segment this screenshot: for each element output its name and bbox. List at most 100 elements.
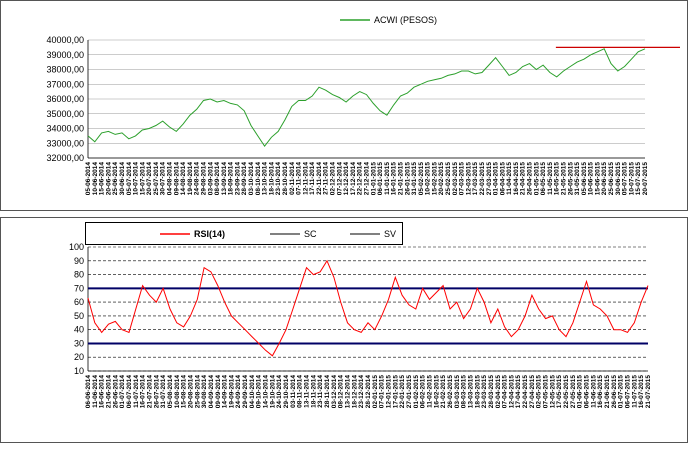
x-tick-label: 05-07-2015 [622,162,629,196]
x-tick-label: 30-07-2014 [160,162,167,196]
x-tick-label: 28-11-2014 [324,375,331,408]
y-tick-label: 35000,00 [46,109,84,119]
x-tick-label: 12-12-2014 [343,162,350,196]
x-tick-label: 10-02-2015 [425,162,432,196]
x-tick-label: 23-10-2014 [275,162,282,196]
x-tick-label: 12-11-2014 [302,162,309,195]
x-tick-label: 30-06-2015 [615,162,622,196]
x-tick-label: 14-10-2014 [263,375,270,409]
y-tick-label: 40000,00 [46,35,84,45]
x-tick-label: 13-03-2015 [467,375,474,409]
x-tick-label: 26-04-2015 [527,162,534,196]
x-tick-label: 01-02-2015 [413,375,420,409]
x-tick-label: 16-02-2015 [433,375,440,409]
x-tick-label: 02-11-2014 [289,162,296,195]
x-tick-label: 07-04-2015 [502,375,509,409]
x-tick-label: 26-06-2015 [611,375,618,409]
x-tick-label: 02-03-2015 [452,162,459,196]
x-tick-label: 22-03-2015 [479,162,486,196]
x-tick-label: 26-07-2014 [153,375,160,409]
x-tick-label: 06-01-2015 [377,162,384,196]
legend-label: SC [304,229,317,239]
x-tick-label: 17-11-2014 [309,162,316,195]
x-tick-label: 24-09-2014 [235,375,242,409]
y-tick-label: 100 [69,242,84,252]
x-tick-label: 11-07-2014 [133,375,140,408]
x-tick-label: 02-04-2015 [495,375,502,409]
x-tick-label: 20-06-2015 [601,162,608,196]
x-tick-label: 21-05-2015 [560,162,567,196]
x-tick-label: 02-01-2015 [372,375,379,409]
x-tick-label: 27-11-2014 [323,162,330,195]
x-tick-label: 25-02-2015 [445,162,452,196]
x-tick-label: 31-05-2015 [574,162,581,196]
x-tick-label: 16-07-2014 [140,375,147,409]
x-tick-label: 27-01-2015 [406,375,413,409]
x-tick-label: 06-02-2015 [420,375,427,409]
x-tick-label: 04-09-2014 [208,375,215,409]
x-tick-label: 17-04-2015 [515,375,522,409]
x-tick-label: 04-10-2014 [249,375,256,409]
x-tick-label: 19-08-2014 [187,162,194,196]
x-tick-label: 21-01-2015 [397,162,404,196]
x-tick-label: 18-10-2014 [268,162,275,196]
x-tick-label: 19-09-2014 [228,375,235,409]
y-tick-label: 80 [74,270,84,280]
x-tick-label: 15-07-2014 [139,162,146,196]
x-tick-label: 15-07-2015 [635,162,642,196]
x-tick-label: 15-06-2015 [594,162,601,196]
x-tick-label: 27-05-2015 [570,375,577,409]
y-tick-label: 20 [74,352,84,362]
x-tick-label: 11-02-2015 [426,375,433,408]
x-tick-label: 26-02-2015 [447,375,454,409]
x-tick-label: 03-11-2014 [290,375,297,408]
x-tick-label: 20-07-2014 [146,162,153,196]
x-tick-label: 16-06-2015 [597,375,604,409]
x-tick-label: 17-05-2015 [556,375,563,409]
x-tick-label: 06-04-2015 [499,162,506,196]
x-tick-label: 20-02-2015 [438,162,445,196]
x-tick-label: 10-06-2015 [588,162,595,196]
x-tick-label: 20-07-2015 [642,162,649,196]
x-tick-label: 21-04-2015 [520,162,527,196]
x-tick-label: 29-10-2014 [283,375,290,409]
legend-label: SV [384,229,396,239]
legend-label: RSI(14) [194,229,225,239]
x-tick-label: 06-06-2015 [584,375,591,409]
x-tick-label: 08-03-2015 [461,375,468,409]
x-tick-label: 21-02-2015 [440,375,447,409]
x-tick-label: 28-09-2014 [241,162,248,196]
x-tick-label: 30-06-2014 [119,162,126,196]
x-tick-label: 05-08-2014 [167,375,174,409]
data-line [87,48,646,148]
y-tick-label: 33000,00 [46,138,84,148]
x-tick-label: 21-06-2015 [604,375,611,409]
x-tick-label: 25-08-2014 [194,375,201,409]
x-tick-label: 06-06-2014 [85,375,92,409]
x-tick-label: 02-05-2015 [536,375,543,409]
x-tick-label: 10-07-2014 [133,162,140,196]
x-tick-label: 01-04-2015 [493,162,500,196]
x-tick-label: 30-08-2014 [201,375,208,409]
y-tick-label: 70 [74,283,84,293]
x-tick-label: 17-01-2015 [392,375,399,409]
x-tick-label: 11-06-2015 [590,375,597,408]
x-tick-label: 11-01-2015 [384,162,391,195]
x-tick-label: 09-08-2014 [173,162,180,196]
x-tick-label: 11-04-2015 [506,162,513,195]
x-tick-label: 10-06-2014 [92,162,99,196]
y-tick-label: 32000,00 [46,153,84,163]
x-tick-label: 18-12-2014 [351,375,358,409]
x-tick-label: 31-07-2014 [160,375,167,409]
x-tick-label: 07-11-2014 [296,162,303,195]
x-tick-label: 28-10-2014 [282,162,289,196]
x-tick-label: 27-12-2014 [364,162,371,196]
x-tick-label: 09-10-2014 [256,375,263,409]
x-tick-label: 15-08-2014 [181,375,188,409]
x-tick-label: 06-07-2015 [625,375,632,409]
y-tick-label: 60 [74,297,84,307]
x-tick-label: 16-05-2015 [554,162,561,196]
x-tick-label: 12-05-2015 [549,375,556,409]
